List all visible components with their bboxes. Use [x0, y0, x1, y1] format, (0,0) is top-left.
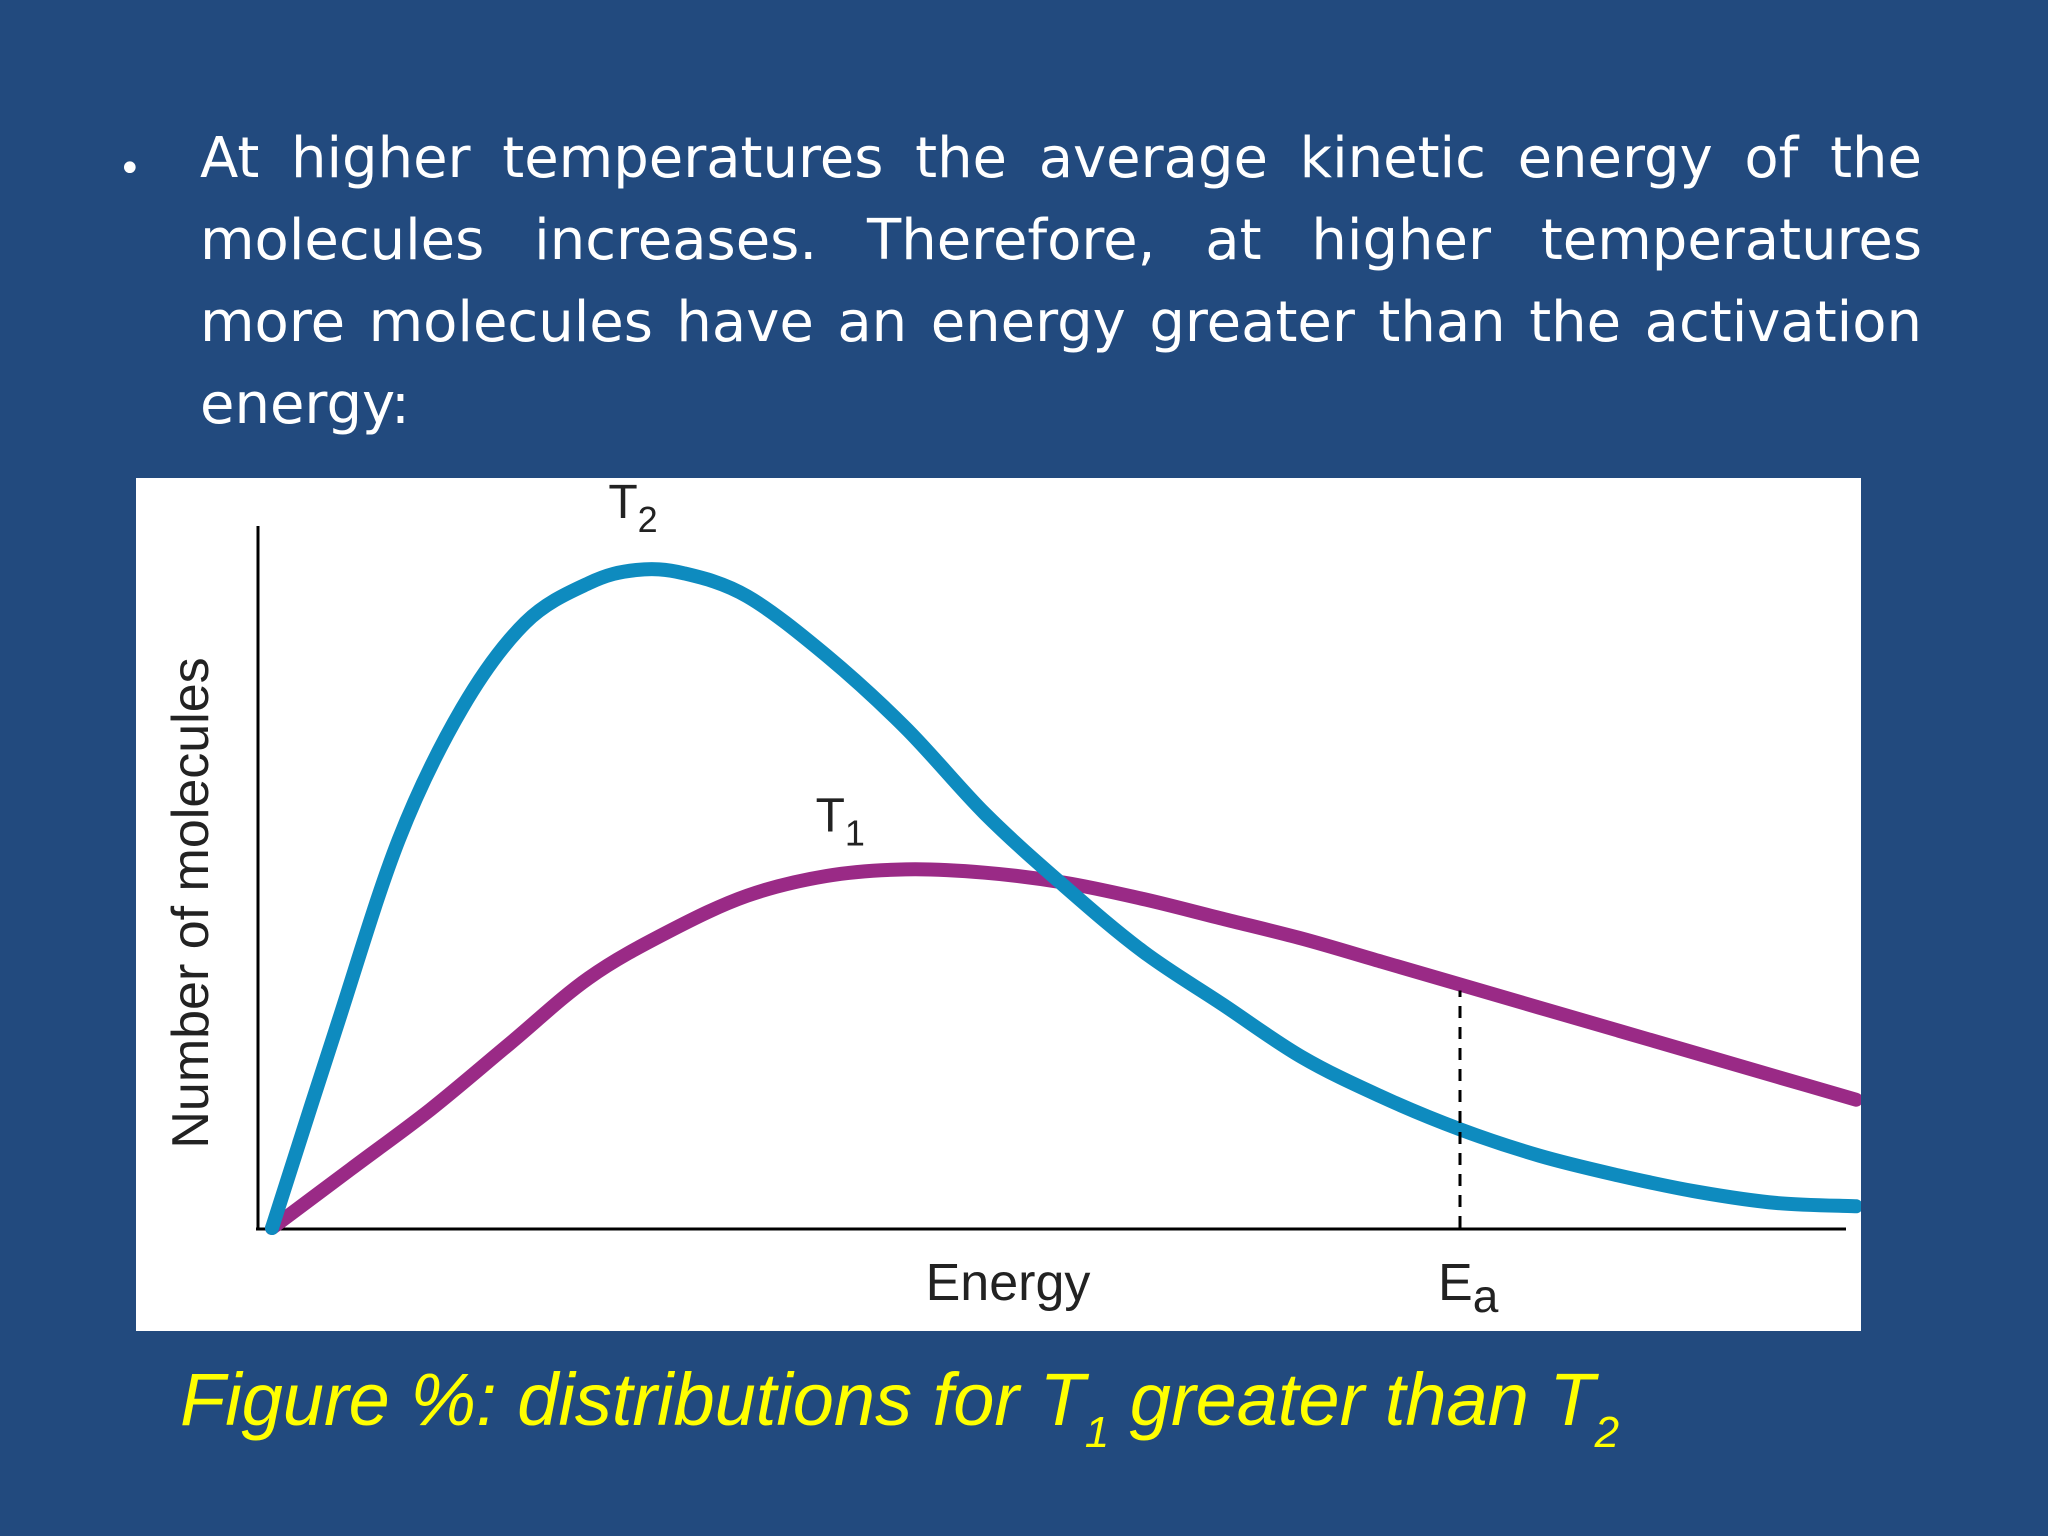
series-label-t2: T2	[608, 478, 657, 540]
activation-energy-label: Ea	[1438, 1254, 1499, 1322]
caption-subscript-1: 1	[1084, 1408, 1110, 1457]
series-line-t2	[265, 562, 1861, 1235]
chart-axes	[256, 526, 1846, 1231]
caption-middle: greater than T	[1109, 1358, 1595, 1441]
series-label-t1: T1	[816, 789, 865, 853]
energy-distribution-chart: T2 T1 Energy Number of molecules Ea	[162, 478, 1861, 1322]
figure-caption: Figure %: distributions for T1 greater t…	[180, 1350, 1880, 1483]
chart-panel: T2 T1 Energy Number of molecules Ea	[136, 478, 1861, 1331]
caption-prefix: Figure %: distributions for T	[180, 1358, 1085, 1441]
x-axis-label: Energy	[926, 1254, 1091, 1312]
chart-marks	[265, 562, 1861, 1235]
chart-labels: T2 T1 Energy Number of molecules Ea	[162, 478, 1499, 1322]
bullet-dot: •	[118, 146, 142, 192]
y-axis-label: Number of molecules	[162, 657, 220, 1148]
bullet-text: At higher temperatures the average kinet…	[200, 126, 1922, 437]
caption-subscript-2: 2	[1594, 1408, 1620, 1457]
